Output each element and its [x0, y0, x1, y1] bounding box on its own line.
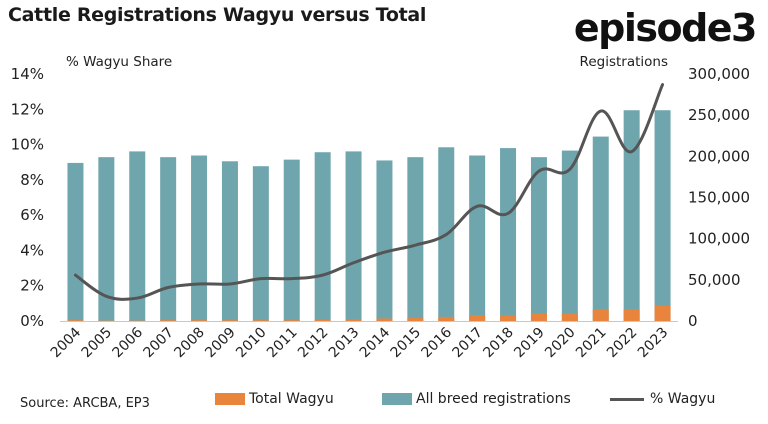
left-axis-tick-label: 0% [20, 312, 44, 330]
x-axis-tick-label: 2011 [264, 325, 301, 362]
x-axis-tick-label: 2021 [573, 325, 610, 362]
bar-wagyu [314, 319, 331, 321]
x-axis-tick-label: 2007 [140, 325, 177, 362]
bar-wagyu [283, 320, 300, 321]
right-axis-caption: Registrations [579, 54, 668, 70]
right-axis-tick-label: 250,000 [688, 106, 750, 124]
bar-all-breed [469, 155, 486, 321]
pct-wagyu-line [73, 83, 665, 301]
bar-all-breed [98, 157, 115, 321]
right-axis-tick-label: 150,000 [688, 189, 750, 207]
left-axis-tick-label: 8% [20, 171, 44, 189]
x-axis-tick-label: 2016 [419, 324, 456, 361]
right-axis-tick-label: 0 [688, 312, 698, 330]
chart-title: Cattle Registrations Wagyu versus Total [8, 4, 427, 26]
right-axis-tick-label: 300,000 [688, 65, 750, 83]
bar-all-breed [252, 166, 269, 321]
left-axis-tick-label: 6% [20, 206, 44, 224]
bar-wagyu [561, 313, 578, 321]
x-axis-tick-label: 2019 [511, 325, 548, 362]
x-axis-tick-label: 2023 [635, 325, 672, 362]
source-note: Source: ARCBA, EP3 [20, 396, 150, 411]
bar-wagyu [592, 309, 609, 321]
bar-wagyu [438, 316, 455, 321]
bar-wagyu [530, 313, 547, 321]
bar-all-breed [407, 157, 424, 321]
bar-all-breed [191, 155, 208, 321]
x-axis-tick-label: 2014 [357, 324, 394, 361]
x-axis-tick-label: 2013 [326, 325, 363, 362]
bar-all-breed [654, 110, 671, 321]
x-axis-tick-label: 2006 [110, 324, 147, 361]
legend-item-all-breed: All breed registrations [382, 391, 571, 407]
bar-wagyu [376, 318, 393, 321]
bar-all-breed [376, 160, 393, 321]
x-axis-tick-label: 2022 [604, 325, 641, 362]
x-axis-tick-label: 2012 [295, 325, 332, 362]
legend-swatch-pct-wagyu [610, 397, 644, 401]
legend-item-pct-wagyu: % Wagyu [610, 391, 715, 407]
bar-wagyu [221, 320, 238, 321]
x-axis-tick-label: 2008 [171, 325, 208, 362]
bar-all-breed [67, 162, 84, 321]
bar-wagyu [623, 309, 640, 321]
left-axis-tick-label: 14% [11, 65, 44, 83]
episode3-logo: episode3 [573, 6, 758, 50]
bar-all-breed [561, 150, 578, 321]
left-axis-tick-label: 10% [11, 136, 44, 154]
bar-all-breed [500, 148, 517, 321]
bar-wagyu [500, 315, 517, 321]
right-axis-tick-label: 50,000 [688, 271, 741, 289]
bar-all-breed [221, 161, 238, 321]
bar-wagyu [345, 319, 362, 321]
x-axis-tick-label: 2020 [542, 325, 579, 362]
bar-wagyu [407, 318, 424, 321]
legend-swatch-wagyu [215, 393, 245, 405]
x-axis-tick-label: 2005 [79, 325, 116, 362]
x-axis-tick-label: 2015 [388, 325, 425, 362]
x-axis-tick-label: 2017 [449, 325, 486, 362]
x-axis-tick-label: 2009 [202, 325, 239, 362]
left-axis-tick-label: 12% [11, 100, 44, 118]
bar-all-breed [623, 110, 640, 321]
bar-wagyu [191, 320, 208, 321]
legend-label-pct-wagyu: % Wagyu [650, 391, 716, 407]
x-axis-tick-label: 2004 [48, 324, 85, 361]
legend-item-wagyu: Total Wagyu [215, 391, 334, 407]
x-axis-tick-label: 2010 [233, 325, 270, 362]
bar-wagyu [160, 320, 177, 321]
left-axis-tick-label: 2% [20, 277, 44, 295]
right-axis-tick-label: 200,000 [688, 147, 750, 165]
bar-wagyu [469, 315, 486, 321]
x-axis-tick-label: 2018 [480, 325, 517, 362]
bar-wagyu [252, 320, 269, 321]
bar-all-breed [314, 152, 331, 321]
bar-wagyu [67, 320, 84, 321]
left-axis-caption: % Wagyu Share [66, 54, 173, 70]
bar-all-breed [530, 157, 547, 321]
legend-swatch-all-breed [382, 393, 412, 405]
bar-all-breed [283, 159, 300, 321]
legend-label-all-breed: All breed registrations [416, 391, 571, 407]
legend-label-wagyu: Total Wagyu [249, 391, 334, 407]
bar-wagyu [654, 305, 671, 321]
bar-all-breed [129, 151, 146, 321]
right-axis-tick-label: 100,000 [688, 230, 750, 248]
left-axis-tick-label: 4% [20, 241, 44, 259]
bar-all-breed [345, 151, 362, 321]
bar-all-breed [160, 157, 177, 321]
bar-all-breed [592, 136, 609, 321]
